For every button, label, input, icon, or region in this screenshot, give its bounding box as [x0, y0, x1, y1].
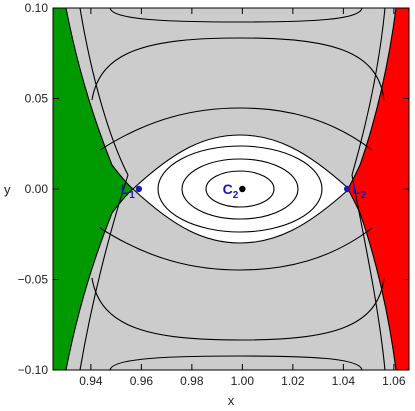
point-marker-L2: [343, 185, 351, 193]
green-boundary: [65, 8, 134, 370]
x-tick-label: 1.02: [281, 374, 305, 388]
x-tick-label: 0.94: [79, 374, 103, 388]
x-tick-label: 1.04: [332, 374, 356, 388]
point-label-L1: L1: [121, 181, 136, 201]
x-axis-title: x: [228, 393, 235, 408]
separatrix-lower: [132, 188, 350, 244]
point-label-C2: C2: [223, 181, 239, 201]
point-label-L2: L2: [352, 181, 367, 201]
left-green-region: [53, 8, 133, 370]
inner-oval-1: [157, 145, 323, 233]
special-points: L1 L2 C2: [121, 181, 367, 201]
y-tick-label: −0.05: [18, 273, 49, 287]
lower-lobe-2: [91, 277, 385, 341]
lower-lobe-3: [109, 355, 363, 370]
y-tick-label: −0.10: [18, 363, 49, 377]
x-tick-label: 0.96: [130, 374, 154, 388]
y-axis-title: y: [4, 182, 11, 197]
inner-oval-3: [205, 170, 275, 208]
x-tick-label: 1.06: [382, 374, 406, 388]
x-tick-label: 1.00: [231, 374, 255, 388]
point-marker-L1: [135, 185, 143, 193]
upper-lobe-2: [91, 37, 385, 101]
x-axis-ticks: 0.94 0.96 0.98 1.00 1.02 1.04 1.06: [79, 8, 406, 388]
upper-lobe-3: [109, 8, 363, 23]
y-axis-ticks: −0.10 −0.05 0.00 0.05 0.10: [18, 1, 409, 377]
left-outer-curve: [79, 8, 129, 370]
y-tick-label: 0.05: [25, 92, 49, 106]
inner-oval-2: [181, 158, 299, 220]
y-tick-label: 0.00: [25, 182, 49, 196]
separatrix-upper: [132, 134, 350, 190]
lower-lobe-1: [99, 227, 373, 271]
right-red-region: [348, 8, 409, 370]
right-outer-curve: [351, 8, 386, 370]
y-tick-label: 0.10: [25, 1, 49, 15]
upper-lobe-1: [99, 107, 373, 151]
point-marker-C2: [239, 185, 246, 193]
x-tick-label: 0.98: [180, 374, 204, 388]
